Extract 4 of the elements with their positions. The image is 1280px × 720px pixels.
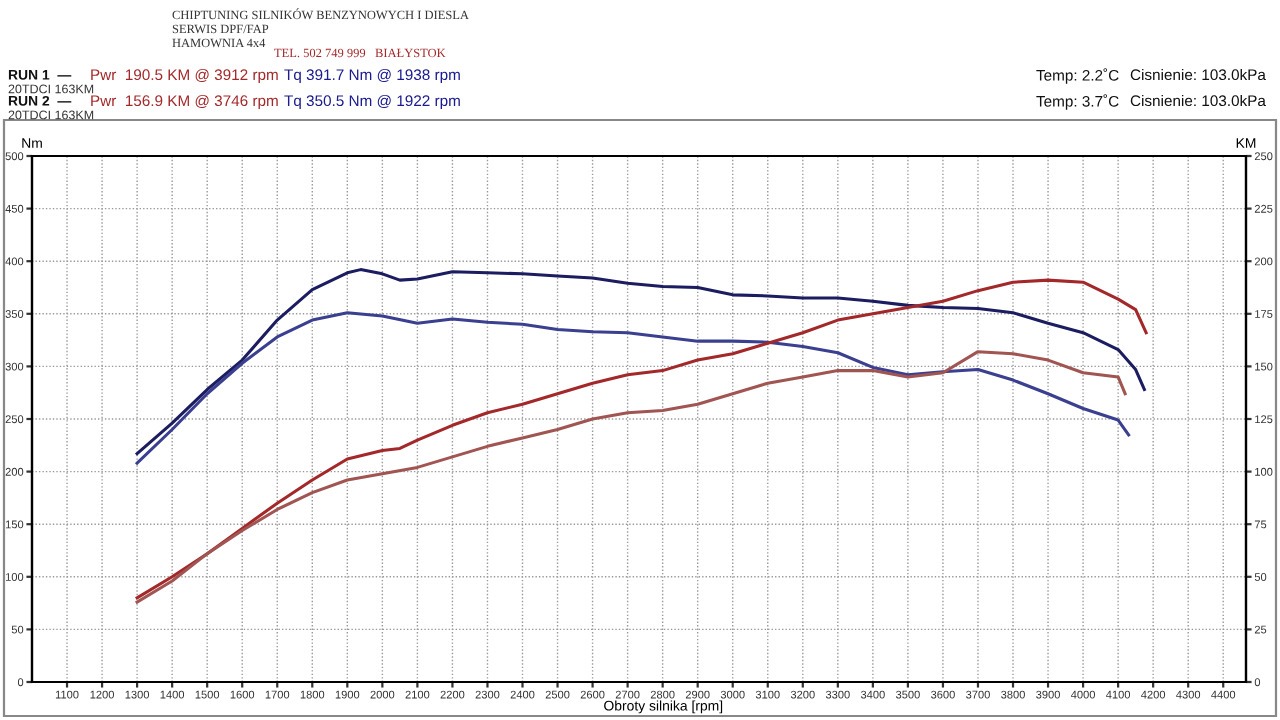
line-series [135, 311, 1131, 465]
line-series [135, 350, 1127, 604]
line-series [135, 268, 1146, 456]
line-series [135, 278, 1148, 600]
